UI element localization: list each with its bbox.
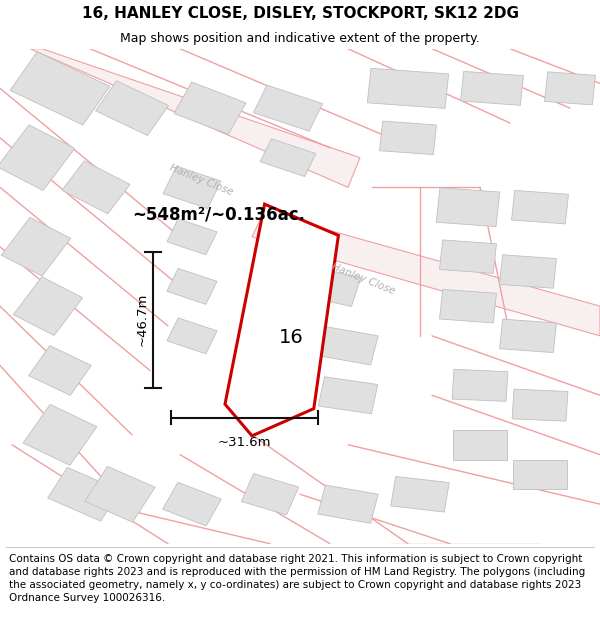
Text: Map shows position and indicative extent of the property.: Map shows position and indicative extent…	[120, 31, 480, 44]
Polygon shape	[452, 369, 508, 401]
Polygon shape	[440, 289, 496, 323]
Text: ~31.6m: ~31.6m	[218, 436, 271, 449]
Polygon shape	[163, 482, 221, 526]
Text: Hanley Close: Hanley Close	[168, 162, 235, 198]
Polygon shape	[95, 81, 169, 136]
Polygon shape	[167, 219, 217, 255]
Polygon shape	[241, 474, 299, 515]
Polygon shape	[453, 430, 507, 459]
Polygon shape	[13, 277, 83, 336]
Polygon shape	[318, 327, 378, 365]
Text: Contains OS data © Crown copyright and database right 2021. This information is : Contains OS data © Crown copyright and d…	[9, 554, 585, 603]
Polygon shape	[85, 466, 155, 522]
Polygon shape	[10, 52, 110, 125]
Polygon shape	[513, 459, 567, 489]
Polygon shape	[318, 377, 378, 414]
Polygon shape	[163, 166, 221, 209]
Polygon shape	[380, 121, 436, 154]
Polygon shape	[30, 49, 360, 187]
Polygon shape	[391, 476, 449, 512]
Polygon shape	[1, 217, 71, 276]
Polygon shape	[461, 71, 523, 105]
Polygon shape	[29, 346, 91, 396]
Text: Hanley Close: Hanley Close	[330, 262, 397, 296]
Text: 16, HANLEY CLOSE, DISLEY, STOCKPORT, SK12 2DG: 16, HANLEY CLOSE, DISLEY, STOCKPORT, SK1…	[82, 6, 518, 21]
Polygon shape	[500, 255, 556, 288]
Polygon shape	[23, 404, 97, 465]
Polygon shape	[167, 318, 217, 354]
Polygon shape	[545, 72, 595, 105]
Polygon shape	[436, 188, 500, 227]
Polygon shape	[512, 389, 568, 421]
Polygon shape	[512, 191, 568, 224]
Polygon shape	[253, 85, 323, 131]
Polygon shape	[252, 212, 600, 336]
Polygon shape	[167, 268, 217, 304]
Polygon shape	[367, 68, 449, 108]
Polygon shape	[225, 204, 338, 436]
Polygon shape	[318, 485, 378, 523]
Text: ~46.7m: ~46.7m	[136, 293, 149, 346]
Text: ~548m²/~0.136ac.: ~548m²/~0.136ac.	[132, 206, 305, 224]
Polygon shape	[440, 240, 496, 273]
Polygon shape	[0, 125, 75, 191]
Polygon shape	[500, 319, 556, 352]
Polygon shape	[174, 82, 246, 134]
Polygon shape	[299, 266, 361, 306]
Polygon shape	[47, 468, 121, 521]
Polygon shape	[260, 139, 316, 176]
Text: 16: 16	[278, 328, 303, 347]
Polygon shape	[62, 161, 130, 214]
